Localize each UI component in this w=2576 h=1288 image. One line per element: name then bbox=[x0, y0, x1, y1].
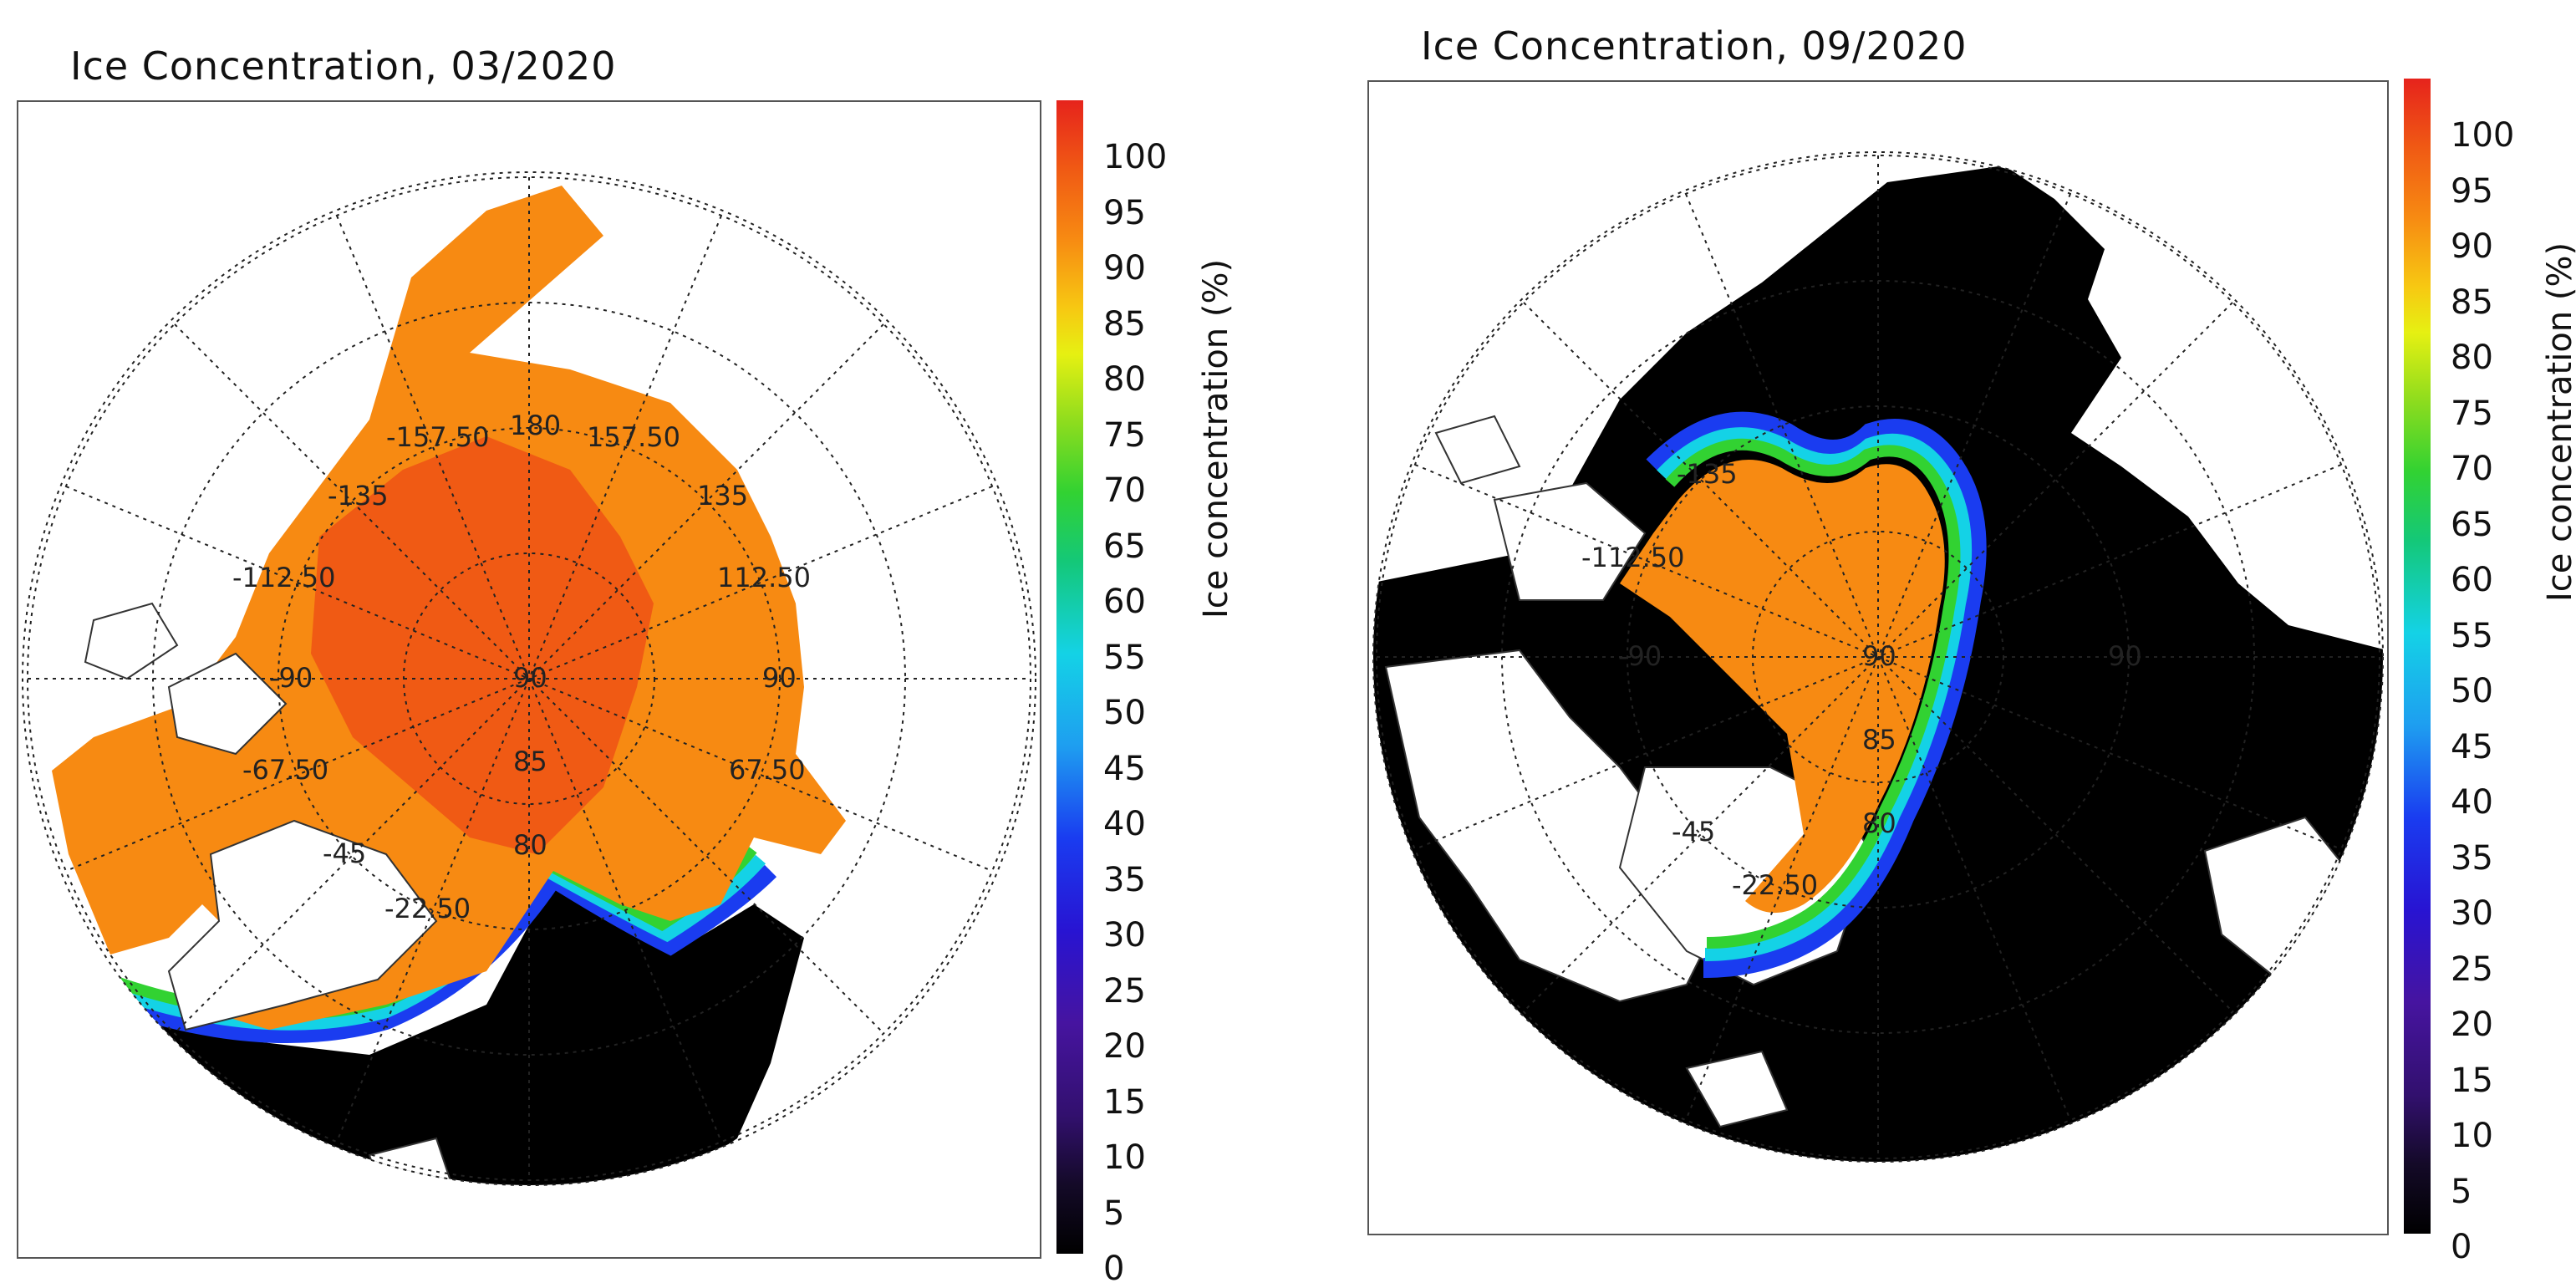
colorbar-tick-label: 30 bbox=[2451, 894, 2493, 933]
colorbar-tick-label: 0 bbox=[1103, 1250, 1125, 1288]
colorbar-tick-label: 40 bbox=[2451, 783, 2493, 822]
colorbar-tick-label: 85 bbox=[1103, 304, 1146, 344]
grid-label-lon: -135 bbox=[1677, 458, 1738, 490]
colorbar-tick-label: 100 bbox=[2451, 116, 2515, 155]
colorbar-tick-label: 0 bbox=[2451, 1228, 2472, 1266]
colorbar-tick-label: 65 bbox=[1103, 527, 1146, 566]
colorbar-tick-label: 95 bbox=[2451, 171, 2493, 211]
map-frame: 180 157.50 -157.50 -135 135 -112.50 112.… bbox=[17, 100, 1041, 1259]
colorbar-tick-label: 65 bbox=[2451, 505, 2493, 544]
grid-label-lat: 90 bbox=[513, 662, 547, 694]
ice-edge-blue bbox=[1646, 411, 1987, 978]
grid-label-lat: 85 bbox=[513, 746, 547, 777]
arctic-island bbox=[1434, 415, 1521, 485]
colorbar bbox=[1056, 100, 1083, 1254]
colorbar-tick-label: 20 bbox=[1103, 1027, 1146, 1066]
colorbar-tick-label: 50 bbox=[2451, 672, 2493, 710]
colorbar-gradient bbox=[1056, 100, 1083, 1254]
colorbar-tick-label: 45 bbox=[2451, 727, 2493, 766]
grid-label-lon: -22.50 bbox=[384, 893, 471, 924]
grid-label-lon: -22.50 bbox=[1732, 869, 1818, 901]
colorbar-tick-label: 70 bbox=[1103, 471, 1146, 510]
grid-label-lon: -112.50 bbox=[1581, 542, 1685, 573]
colorbar-tick-label: 60 bbox=[2451, 561, 2493, 599]
map-boundary bbox=[22, 171, 1036, 1186]
colorbar-tick-label: 35 bbox=[1103, 860, 1146, 899]
graticule bbox=[1376, 155, 2380, 1159]
polar-map-march: 180 157.50 -157.50 -135 135 -112.50 112.… bbox=[22, 171, 1036, 1186]
grid-label-lat: 85 bbox=[1862, 724, 1896, 756]
greenland bbox=[167, 819, 438, 1031]
sea-ice-core bbox=[311, 436, 654, 854]
sea-ice-pack bbox=[1620, 459, 1945, 914]
colorbar-gradient bbox=[2404, 79, 2431, 1234]
grid-label-lat: 90 bbox=[1862, 640, 1896, 672]
grid-label-lon: -135 bbox=[328, 480, 389, 512]
colorbar-tick-label: 15 bbox=[1103, 1082, 1146, 1122]
colorbar-tick-label: 10 bbox=[2451, 1117, 2493, 1155]
colorbar-tick-label: 75 bbox=[2451, 394, 2493, 433]
grid-label-lon: 135 bbox=[697, 480, 748, 512]
colorbar-tick-label: 80 bbox=[2451, 339, 2493, 377]
colorbar-tick-label: 25 bbox=[1103, 971, 1146, 1011]
colorbar-tick-label: 40 bbox=[1103, 805, 1146, 843]
map-title: Ice Concentration, 03/2020 bbox=[70, 43, 617, 89]
map-title: Ice Concentration, 09/2020 bbox=[1421, 23, 1968, 69]
grid-label-lon: 90 bbox=[2108, 640, 2142, 672]
grid-label-lon: 157.50 bbox=[587, 421, 680, 453]
colorbar-tick-label: 10 bbox=[1103, 1138, 1146, 1177]
arctic-island bbox=[1493, 481, 1647, 601]
colorbar-tick-label: 70 bbox=[2451, 450, 2493, 488]
colorbar-tick-label: 85 bbox=[2451, 283, 2493, 322]
grid-label-lon: 180 bbox=[510, 410, 561, 441]
colorbar-tick-label: 45 bbox=[1103, 749, 1146, 788]
ice-edge-cyan bbox=[1657, 427, 1973, 961]
ice-edge-green bbox=[1665, 438, 1961, 949]
colorbar bbox=[2404, 79, 2431, 1234]
colorbar-tick-label: 50 bbox=[1103, 694, 1146, 732]
colorbar-tick-label: 30 bbox=[1103, 916, 1146, 955]
grid-label-lon: -90 bbox=[1618, 640, 1662, 672]
polar-map-september: -135 -112.50 -90 90 -45 -22.50 90 85 80 bbox=[1372, 151, 2384, 1163]
grid-label-lon: 112.50 bbox=[717, 562, 811, 593]
colorbar-tick-label: 90 bbox=[1103, 249, 1146, 288]
colorbar-tick-label: 90 bbox=[2451, 227, 2493, 266]
grid-label-lon: -45 bbox=[323, 837, 366, 869]
colorbar-tick-label: 80 bbox=[1103, 360, 1146, 399]
colorbar-tick-label: 5 bbox=[1103, 1194, 1125, 1233]
map-boundary bbox=[1372, 151, 2384, 1163]
colorbar-label: Ice concentration (%) bbox=[1197, 258, 1235, 619]
grid-label-lon: -67.50 bbox=[242, 754, 328, 786]
colorbar-tick-label: 95 bbox=[1103, 193, 1146, 232]
iceland bbox=[1685, 1050, 1789, 1128]
graticule bbox=[27, 176, 1031, 1181]
ice-edge-blue bbox=[115, 864, 777, 1043]
colorbar-label: Ice concentration (%) bbox=[2541, 242, 2576, 602]
colorbar-tick-label: 55 bbox=[2451, 616, 2493, 655]
grid-label-lon: -45 bbox=[1672, 816, 1715, 848]
grid-label-lon: 67.50 bbox=[729, 754, 806, 786]
grid-label-lon: -90 bbox=[269, 662, 313, 694]
colorbar-tick-label: 15 bbox=[2451, 1061, 2493, 1100]
arctic-island bbox=[84, 602, 179, 680]
colorbar-tick-label: 60 bbox=[1103, 583, 1146, 621]
colorbar-tick-label: 25 bbox=[2451, 949, 2493, 989]
colorbar-tick-label: 20 bbox=[2451, 1005, 2493, 1044]
colorbar-tick-label: 5 bbox=[2451, 1172, 2472, 1211]
grid-label-lat: 80 bbox=[513, 829, 547, 861]
grid-label-lon: 90 bbox=[762, 662, 797, 694]
colorbar-tick-label: 55 bbox=[1103, 638, 1146, 677]
grid-label-lon: -112.50 bbox=[232, 562, 336, 593]
map-frame: -135 -112.50 -90 90 -45 -22.50 90 85 80 bbox=[1367, 80, 2389, 1235]
grid-label-lat: 80 bbox=[1862, 807, 1896, 839]
colorbar-tick-label: 75 bbox=[1103, 415, 1146, 455]
colorbar-tick-label: 35 bbox=[2451, 838, 2493, 878]
grid-label-lon: -157.50 bbox=[386, 421, 490, 453]
colorbar-tick-label: 100 bbox=[1103, 138, 1168, 176]
